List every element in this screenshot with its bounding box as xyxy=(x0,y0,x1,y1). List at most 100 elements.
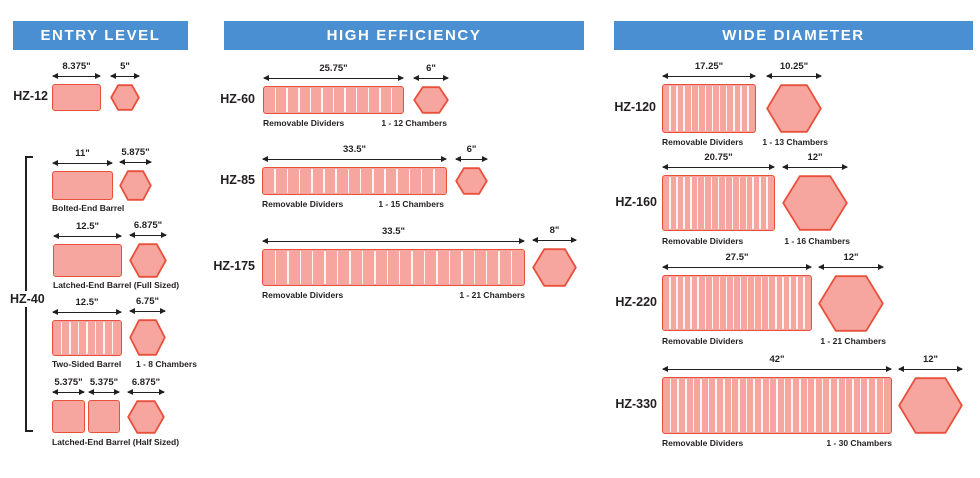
dimension-arrow: 6" xyxy=(455,140,488,164)
chambers-label: 1 - 21 Chambers xyxy=(820,336,886,346)
dimension-arrow-line xyxy=(532,235,577,245)
dimension-arrow-line xyxy=(898,364,963,374)
hz-40-latched-full-hexagon xyxy=(129,243,167,278)
divider-line xyxy=(732,277,735,329)
divider-line xyxy=(359,169,362,193)
dimension-label: 12.5" xyxy=(76,221,99,232)
divider-line xyxy=(707,379,710,432)
removable-dividers-label: Removable Dividers xyxy=(662,336,744,346)
dimension-arrow: 8" xyxy=(532,221,577,245)
model-label-hz-330: HZ-330 xyxy=(615,397,657,411)
dimension-arrow: 5.375" xyxy=(52,373,85,397)
divider-line xyxy=(725,277,728,329)
divider-line xyxy=(86,322,88,354)
divider-line xyxy=(775,277,777,329)
divider-line xyxy=(759,177,761,229)
section-header-wide-diameter: WIDE DIAMETER xyxy=(614,21,973,50)
divider-line xyxy=(386,251,389,284)
dimension-label: 8.375" xyxy=(62,61,91,72)
divider-line xyxy=(690,177,692,229)
divider-line xyxy=(390,88,393,112)
divider-line xyxy=(309,88,312,112)
divider-line xyxy=(60,322,63,354)
divider-line xyxy=(803,277,805,329)
dimension-arrow-line xyxy=(413,73,449,83)
divider-line xyxy=(384,169,386,193)
dimension-arrow-line xyxy=(127,387,165,397)
divider-line xyxy=(782,277,784,329)
divider-line xyxy=(420,169,423,193)
dimension-arrow: 42" xyxy=(662,350,892,374)
section-title: ENTRY LEVEL xyxy=(40,27,161,44)
dimension-label: 27.5" xyxy=(725,252,749,263)
divider-line xyxy=(852,379,854,432)
divider-line xyxy=(344,88,346,112)
chambers-label: 1 - 16 Chambers xyxy=(784,236,850,246)
divider-line xyxy=(448,251,451,284)
hz-60-barrel xyxy=(263,86,404,114)
divider-line xyxy=(336,251,339,284)
divider-line xyxy=(696,177,699,229)
chambers-label: 1 - 12 Chambers xyxy=(381,118,447,128)
dimension-arrow: 5" xyxy=(110,57,140,81)
divider-line xyxy=(733,86,735,131)
dimension-label: 12" xyxy=(807,152,823,163)
model-label-hz-12: HZ-12 xyxy=(13,89,48,103)
hz-40-half-barrel-right xyxy=(88,400,120,433)
divider-line xyxy=(436,251,438,284)
hz-85-barrel xyxy=(262,167,447,195)
divider-line xyxy=(433,169,435,193)
dimension-label: 5" xyxy=(120,61,130,72)
barrel-type-label: Latched-End Barrel (Full Sized) xyxy=(53,280,180,290)
divider-line xyxy=(730,379,733,432)
divider-line xyxy=(752,177,754,229)
hz-160-hexagon xyxy=(782,175,848,231)
divider-line xyxy=(717,177,720,229)
divider-line xyxy=(760,277,763,329)
dimension-arrow: 5.875" xyxy=(119,143,152,167)
divider-line xyxy=(745,177,747,229)
dimension-arrow-line xyxy=(52,158,113,168)
divider-line xyxy=(355,88,358,112)
hz-12-hexagon xyxy=(110,84,140,111)
divider-line xyxy=(821,379,824,432)
model-label-hz-60: HZ-60 xyxy=(220,92,255,106)
divider-line xyxy=(718,277,721,329)
divider-line xyxy=(298,169,301,193)
hz-330-hexagon xyxy=(898,377,963,434)
section-header-high-efficiency: HIGH EFFICIENCY xyxy=(224,21,584,50)
dimension-label: 5.375" xyxy=(54,377,83,388)
dimension-arrow-line xyxy=(129,306,166,316)
dimension-arrow: 6.875" xyxy=(127,373,165,397)
dimension-arrow-line xyxy=(662,71,756,81)
divider-line xyxy=(882,379,885,432)
chambers-label: 1 - 13 Chambers xyxy=(762,137,828,147)
divider-line xyxy=(379,88,381,112)
divider-line xyxy=(799,379,801,432)
dimension-arrow: 10.25" xyxy=(766,57,822,81)
divider-line xyxy=(77,322,80,354)
divider-line xyxy=(837,379,839,432)
dimension-label: 8" xyxy=(549,225,560,236)
divider-line xyxy=(286,88,288,112)
model-label-hz-175: HZ-175 xyxy=(213,259,255,273)
divider-line xyxy=(697,86,700,131)
barrel-type-label: Two-Sided Barrel xyxy=(52,359,122,369)
divider-line xyxy=(683,177,685,229)
divider-line xyxy=(669,277,671,329)
dimension-arrow-line xyxy=(766,71,822,81)
dimension-arrow-line xyxy=(262,236,525,246)
divider-line xyxy=(685,379,687,432)
dimension-arrow-line xyxy=(662,162,775,172)
chambers-label: 1 - 21 Chambers xyxy=(459,290,525,300)
divider-line xyxy=(683,277,685,329)
dimension-arrow: 6.875" xyxy=(129,216,167,240)
model-label-hz-85: HZ-85 xyxy=(220,173,255,187)
divider-line xyxy=(485,251,488,284)
dimension-label: 10.25" xyxy=(779,61,809,72)
dimension-label: 17.25" xyxy=(694,61,724,72)
divider-line xyxy=(311,251,314,284)
dimension-arrow: 33.5" xyxy=(262,140,447,164)
hz-40-two-sided-hexagon xyxy=(129,319,166,356)
dimension-arrow: 6" xyxy=(413,59,449,83)
